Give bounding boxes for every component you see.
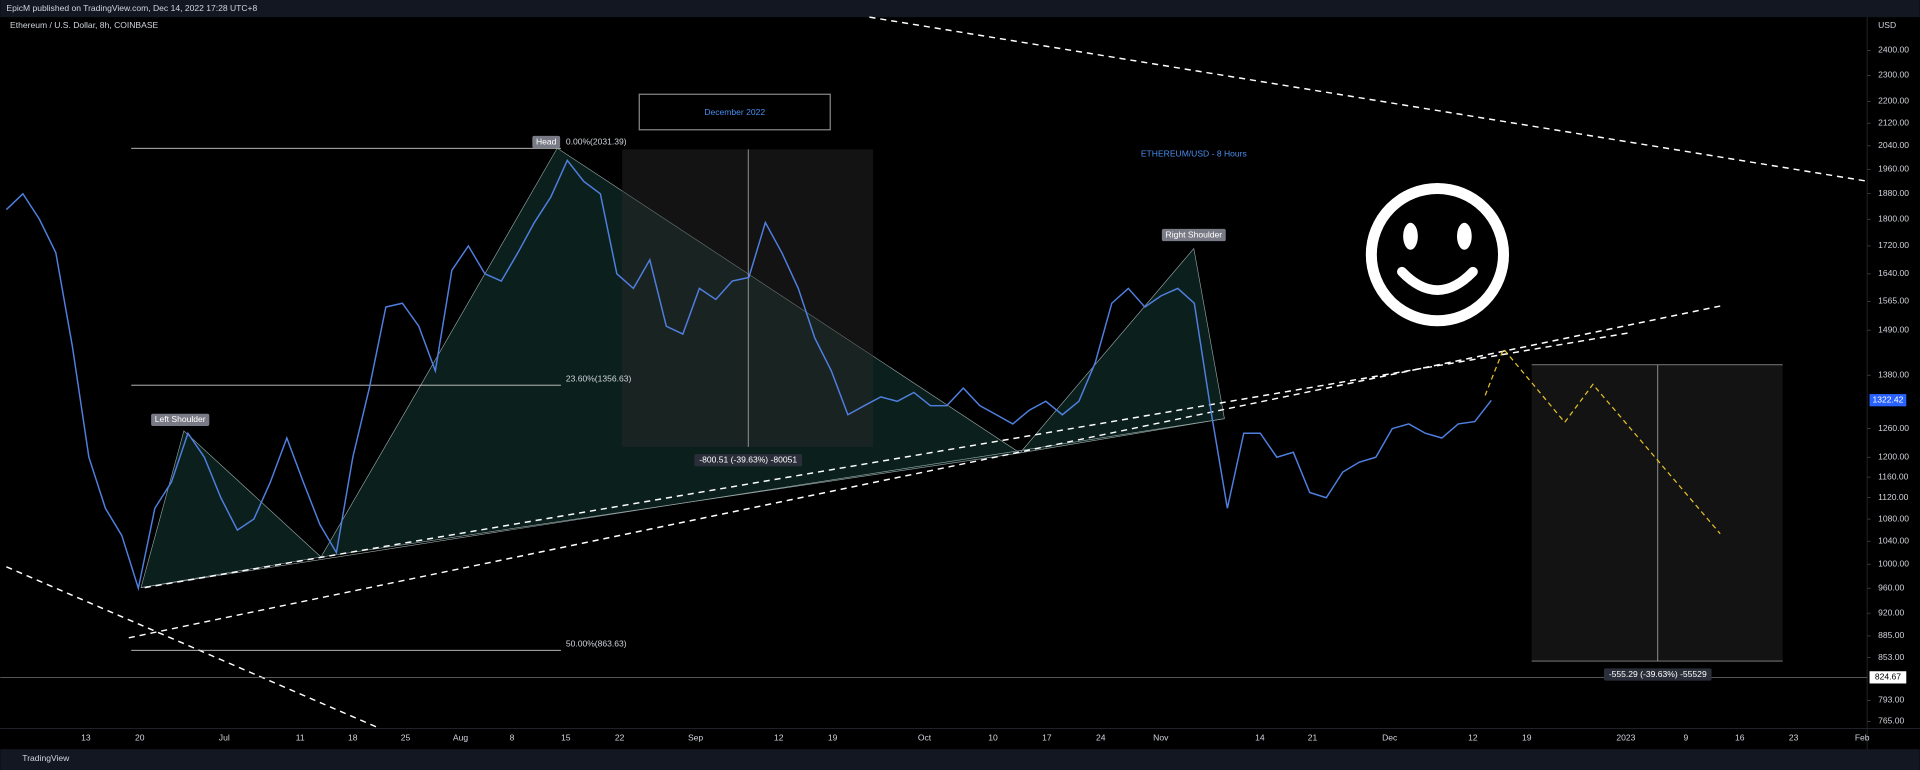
trend-line xyxy=(869,16,1868,182)
x-tick-label: 25 xyxy=(401,732,411,742)
header: EpicM published on TradingView.com, Dec … xyxy=(6,3,257,13)
trend-line xyxy=(6,566,381,730)
x-tick-label: 16 xyxy=(1735,732,1745,742)
date-box-label: December 2022 xyxy=(704,107,765,117)
x-tick-label: 20 xyxy=(135,732,145,742)
y-tick-label: 793.00 xyxy=(1878,695,1904,705)
date-box xyxy=(638,93,831,131)
pattern-label: Head xyxy=(536,136,557,146)
price-line xyxy=(5,158,1492,592)
x-tick-label: Nov xyxy=(1153,732,1169,742)
x-tick-label: 15 xyxy=(561,732,571,742)
neckline xyxy=(140,418,1225,588)
y-tick-label: 1640.00 xyxy=(1878,268,1909,278)
x-tick-label: 13 xyxy=(81,732,91,742)
x-tick-label: Jul xyxy=(219,732,230,742)
fib-label: 23.60%(1356.63) xyxy=(566,373,632,383)
x-tick-label: Dec xyxy=(1382,732,1398,742)
x-tick-label: 10 xyxy=(988,732,998,742)
footer-bar xyxy=(0,749,1920,770)
y-tick-label: 2400.00 xyxy=(1878,45,1909,55)
y-tick-label: 885.00 xyxy=(1878,630,1904,640)
y-tick-label: 2040.00 xyxy=(1878,140,1909,150)
price-tag xyxy=(1869,394,1907,407)
price-tag xyxy=(1869,671,1907,684)
y-tick-label: 2120.00 xyxy=(1878,117,1909,127)
pattern-label: Right Shoulder xyxy=(1166,229,1223,239)
x-tick-label: Sep xyxy=(688,732,703,742)
measure-box xyxy=(1531,364,1783,662)
measure-tag xyxy=(1603,668,1712,681)
x-tick-label: 8 xyxy=(510,732,515,742)
trend-line xyxy=(144,332,1629,589)
pattern-tag xyxy=(1161,228,1226,242)
chart-title: Ethereum / U.S. Dollar, 8h, COINBASE xyxy=(10,20,159,30)
y-tick-label: 1260.00 xyxy=(1878,423,1909,433)
x-tick-label: 17 xyxy=(1042,732,1052,742)
pattern-shade xyxy=(140,147,1225,588)
pattern-tag xyxy=(532,135,561,149)
measure-tag xyxy=(694,454,803,467)
y-tick-label: 2200.00 xyxy=(1878,96,1909,106)
y-tick-label: 1380.00 xyxy=(1878,369,1909,379)
y-tick-label: 1720.00 xyxy=(1878,240,1909,250)
x-tick-label: 23 xyxy=(1789,732,1799,742)
price-tag-label: 824.67 xyxy=(1875,672,1901,682)
measure-label: -800.51 (-39.63%) -80051 xyxy=(699,455,797,465)
y-tick-label: 1490.00 xyxy=(1878,324,1909,334)
x-tick-label: Aug xyxy=(453,732,468,742)
y-tick-label: 920.00 xyxy=(1878,607,1904,617)
x-tick-label: 19 xyxy=(1522,732,1532,742)
y-tick-label: 1120.00 xyxy=(1878,492,1909,502)
x-tick-label: 12 xyxy=(774,732,784,742)
y-tick-label: 765.00 xyxy=(1878,716,1904,726)
x-tick-label: 18 xyxy=(348,732,358,742)
x-tick-label: 11 xyxy=(296,732,305,742)
smiley xyxy=(1365,183,1510,327)
axis-unit: USD xyxy=(1878,20,1896,30)
x-tick-label: 24 xyxy=(1096,732,1106,742)
projection xyxy=(1484,347,1721,535)
y-tick-label: 1565.00 xyxy=(1878,296,1909,306)
x-tick-label: 12 xyxy=(1468,732,1478,742)
x-tick-label: 19 xyxy=(828,732,838,742)
y-tick-label: 2300.00 xyxy=(1878,70,1909,80)
y-tick-label: 1040.00 xyxy=(1878,535,1909,545)
footer: TradingView xyxy=(22,753,70,763)
price-tag-label: 1322.42 xyxy=(1872,394,1903,404)
y-tick-label: 1080.00 xyxy=(1878,513,1909,523)
y-tick-label: 1000.00 xyxy=(1878,558,1909,568)
y-tick-label: 853.00 xyxy=(1878,652,1904,662)
y-tick-label: 1960.00 xyxy=(1878,164,1909,174)
y-tick-label: 1880.00 xyxy=(1878,188,1909,198)
pattern-tag xyxy=(151,413,210,427)
header-bar xyxy=(0,0,1920,18)
x-tick-label: 2023 xyxy=(1616,732,1635,742)
pattern-label: Left Shoulder xyxy=(155,414,206,424)
y-tick-label: 960.00 xyxy=(1878,582,1904,592)
x-tick-label: 9 xyxy=(1684,732,1689,742)
x-tick-label: Oct xyxy=(918,732,932,742)
fib-label: 50.00%(863.63) xyxy=(566,638,627,648)
x-tick-label: 14 xyxy=(1255,732,1265,742)
fib-label: 0.00%(2031.39) xyxy=(566,136,627,146)
x-tick-label: 22 xyxy=(615,732,625,742)
y-tick-label: 1800.00 xyxy=(1878,214,1909,224)
drawings xyxy=(6,16,1868,730)
measure-label: -555.29 (-39.63%) -55529 xyxy=(1609,669,1707,679)
pair-label: ETHEREUM/USD - 8 Hours xyxy=(1141,149,1247,159)
smiley-eye xyxy=(1403,222,1418,250)
x-tick-label: Feb xyxy=(1855,732,1870,742)
x-tick-label: 21 xyxy=(1308,732,1318,742)
y-tick-label: 1160.00 xyxy=(1878,471,1909,481)
smiley-mouth xyxy=(1397,266,1478,295)
measure-box xyxy=(622,149,874,447)
y-tick-label: 1200.00 xyxy=(1878,451,1909,461)
smiley-eye xyxy=(1457,222,1472,250)
